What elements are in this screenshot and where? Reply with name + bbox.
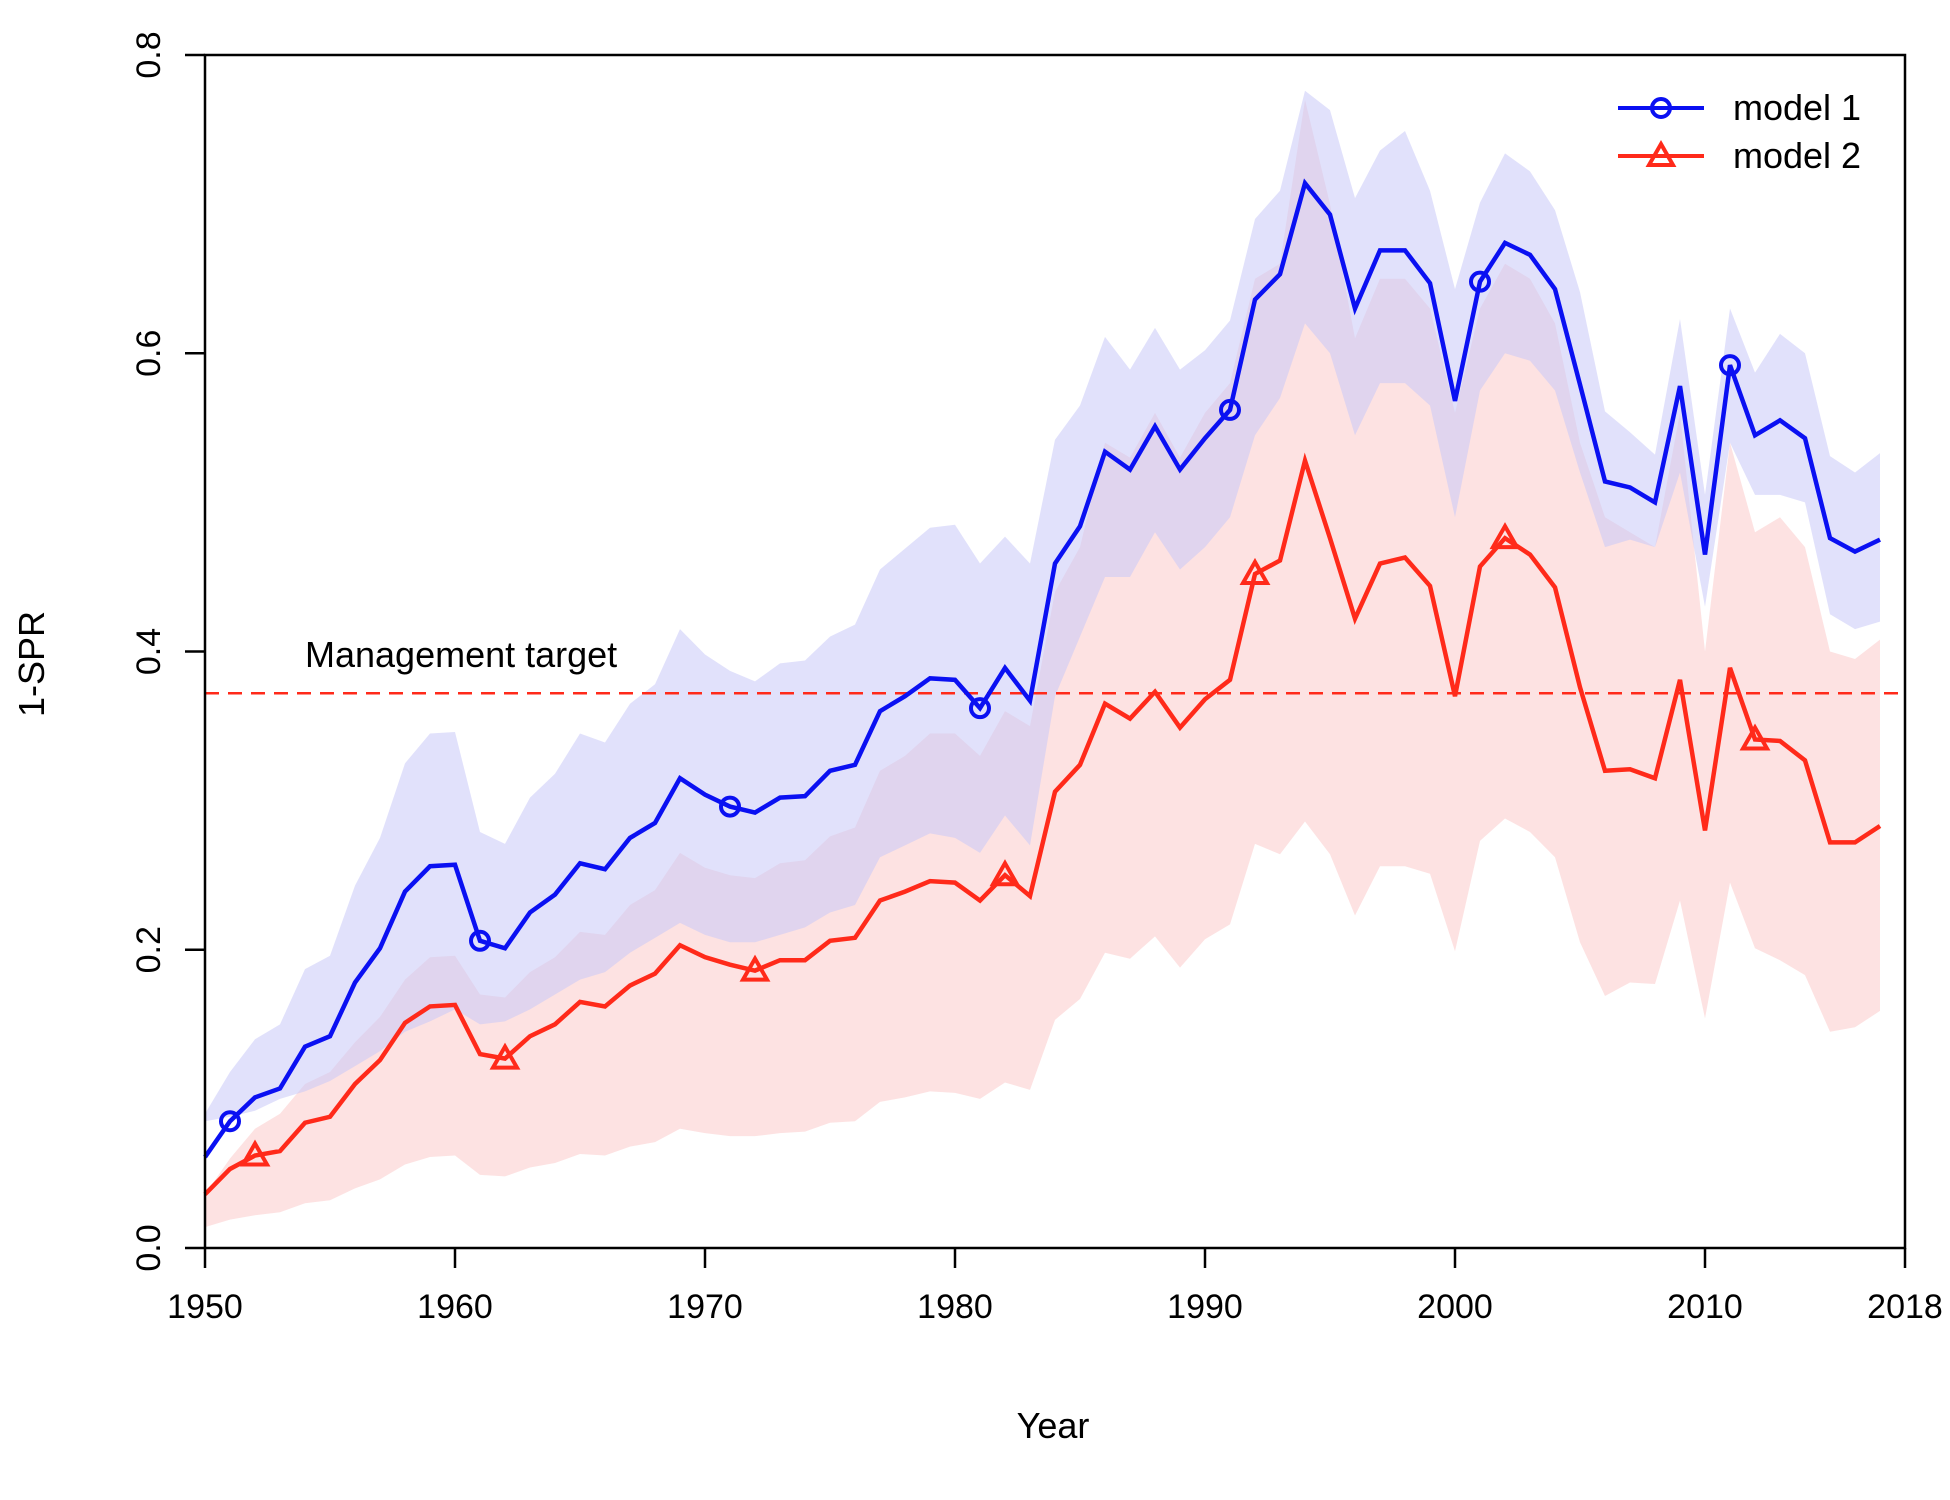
x-tick-label: 2010 (1667, 1288, 1743, 1326)
legend-label-model-1: model 1 (1733, 87, 1861, 128)
data-point-model-2-2002 (1489, 522, 1521, 550)
data-point-model-2-1982 (989, 859, 1021, 887)
x-tick-label: 1950 (167, 1288, 243, 1326)
legend-label-model-2: model 2 (1733, 135, 1861, 176)
data-point-model-1-1951 (219, 1110, 241, 1133)
series-lines (203, 178, 1882, 1196)
x-axis: 1950 1960 1970 1980 1990 2000 2010 2018 (167, 1248, 1943, 1326)
legend-entry-model-2: model 2 (1618, 135, 1861, 176)
y-tick-label: 0.2 (130, 926, 168, 973)
data-point-model-2-1972 (739, 954, 771, 982)
series-line-model-2 (203, 452, 1882, 1196)
confidence-bands (205, 90, 1880, 1228)
x-tick-label: 2018 (1867, 1288, 1943, 1326)
management-target-label: Management target (305, 634, 617, 675)
confidence-band-model-1 (205, 90, 1880, 1122)
y-tick-label: 0.0 (130, 1224, 168, 1271)
legend-circle-marker-icon (1650, 97, 1672, 119)
data-point-model-2-1952 (239, 1139, 271, 1167)
data-point-model-1-1991 (1219, 398, 1241, 421)
legend-entry-model-1: model 1 (1618, 87, 1861, 128)
data-point-model-1-2001 (1469, 270, 1491, 293)
legend-triangle-marker-icon (1645, 139, 1677, 167)
y-tick-label: 0.6 (130, 330, 168, 377)
x-tick-label: 1960 (417, 1288, 493, 1326)
legend: model 1 model 2 (1618, 87, 1861, 176)
y-tick-label: 0.4 (130, 628, 168, 675)
x-tick-label: 2000 (1417, 1288, 1493, 1326)
y-tick-label: 0.8 (130, 31, 168, 78)
data-point-model-1-2011 (1719, 354, 1741, 377)
y-axis-title: 1-SPR (11, 611, 52, 717)
series-markers (219, 270, 1771, 1167)
data-point-model-1-1961 (469, 929, 491, 952)
x-tick-label: 1980 (917, 1288, 993, 1326)
data-point-model-1-1981 (969, 697, 991, 720)
series-line-model-1 (203, 178, 1881, 1159)
x-axis-title: Year (1017, 1405, 1090, 1446)
data-point-model-2-1962 (489, 1042, 521, 1070)
x-tick-label: 1970 (667, 1288, 743, 1326)
data-point-model-2-1992 (1239, 557, 1271, 585)
x-tick-label: 1990 (1167, 1288, 1243, 1326)
data-point-model-1-1971 (719, 795, 741, 818)
data-point-model-2-2012 (1739, 723, 1771, 751)
y-axis: 0.0 0.2 0.4 0.6 0.8 (130, 31, 205, 1272)
